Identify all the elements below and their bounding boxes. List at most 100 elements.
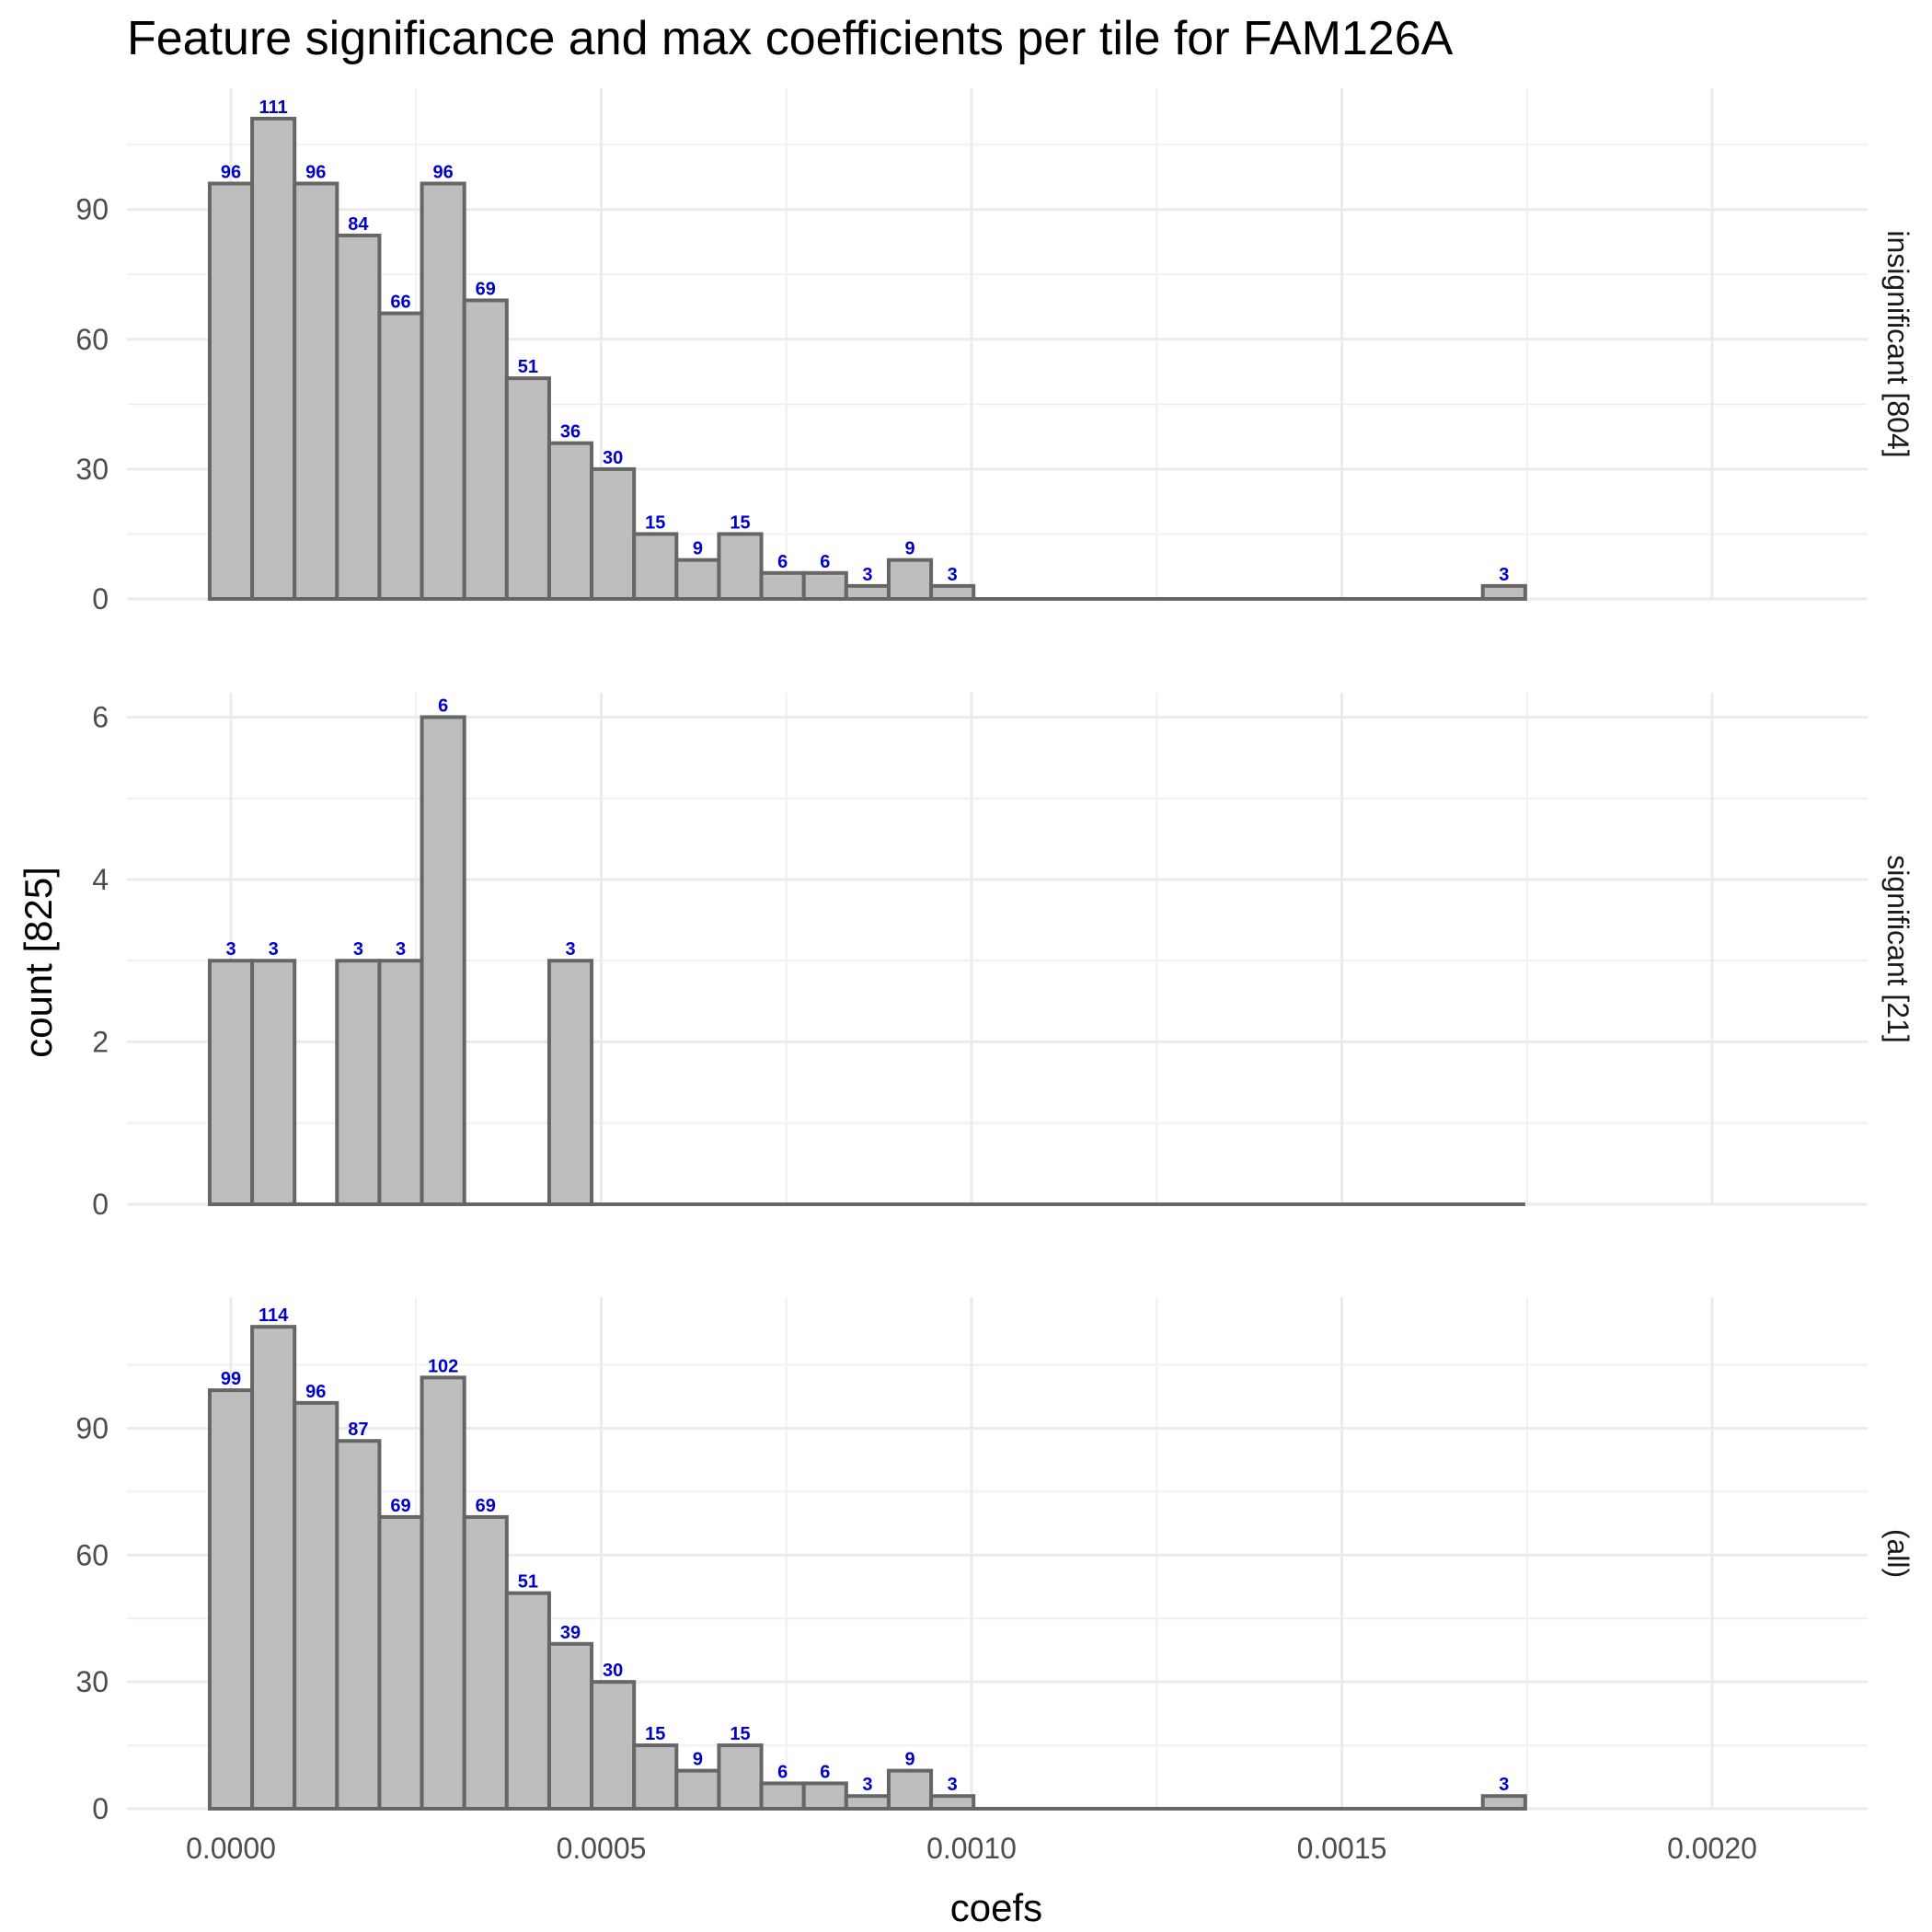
histogram-bar bbox=[250, 116, 297, 602]
bar-count-label: 87 bbox=[348, 1420, 368, 1440]
histogram-bar bbox=[546, 959, 594, 1206]
histogram-bar bbox=[590, 1680, 637, 1811]
bar-count-label: 3 bbox=[225, 939, 236, 960]
y-tick-label: 0 bbox=[92, 582, 109, 615]
histogram-bar bbox=[377, 311, 424, 601]
histogram-bar bbox=[420, 1375, 466, 1811]
y-axis-title: count [825] bbox=[17, 867, 60, 1058]
y-tick-label: 30 bbox=[75, 453, 109, 486]
y-tick-label: 60 bbox=[75, 1538, 109, 1571]
histogram-bar bbox=[717, 532, 764, 602]
histogram-bar bbox=[504, 376, 551, 601]
bar-count-label: 3 bbox=[353, 939, 363, 960]
y-tick-label: 90 bbox=[75, 193, 109, 226]
y-tick-label: 4 bbox=[92, 863, 109, 896]
facet-strip-label: (all) bbox=[1881, 1529, 1915, 1578]
bar-count-label: 114 bbox=[259, 1305, 289, 1326]
y-tick-label: 2 bbox=[92, 1025, 109, 1058]
bar-count-label: 3 bbox=[948, 565, 958, 585]
x-tick-label: 0.0000 bbox=[186, 1832, 276, 1865]
histogram-bar bbox=[844, 583, 891, 602]
histogram-bar bbox=[335, 233, 382, 601]
y-tick-label: 0 bbox=[92, 1188, 109, 1221]
histogram-bar bbox=[462, 1514, 509, 1811]
histogram-bar bbox=[886, 558, 934, 602]
histogram-bar bbox=[801, 570, 848, 602]
histogram-bar bbox=[632, 532, 679, 602]
histogram-bar bbox=[929, 1794, 976, 1811]
bar-count-label: 30 bbox=[603, 448, 623, 468]
chart-title: Feature significance and max coefficient… bbox=[127, 12, 1454, 65]
histogram-bar bbox=[462, 298, 509, 601]
histogram-bar bbox=[546, 1641, 594, 1811]
y-tick-label: 6 bbox=[92, 700, 109, 733]
bar-count-label: 3 bbox=[396, 939, 406, 960]
bar-count-label: 3 bbox=[862, 565, 872, 585]
histogram-bar bbox=[674, 558, 721, 602]
bar-count-label: 6 bbox=[820, 1762, 830, 1782]
histogram-bar bbox=[335, 959, 382, 1206]
bar-count-label: 30 bbox=[603, 1661, 623, 1681]
bar-count-label: 3 bbox=[1499, 1775, 1509, 1795]
histogram-bar bbox=[1480, 583, 1527, 602]
bar-count-label: 96 bbox=[433, 162, 454, 182]
y-tick-label: 60 bbox=[75, 323, 109, 356]
bar-count-label: 102 bbox=[428, 1356, 458, 1376]
bar-count-label: 3 bbox=[862, 1775, 872, 1795]
histogram-bar bbox=[590, 466, 637, 602]
bar-count-label: 9 bbox=[693, 539, 703, 559]
histogram-bar bbox=[207, 959, 255, 1206]
y-tick-label: 30 bbox=[75, 1665, 109, 1698]
histogram-bar bbox=[717, 1743, 764, 1811]
bar-count-label: 15 bbox=[645, 1724, 665, 1744]
histogram-bar bbox=[293, 181, 339, 601]
facet-strip-label: significant [21] bbox=[1881, 855, 1915, 1043]
histogram-bar bbox=[929, 583, 976, 602]
histogram-bar bbox=[420, 181, 466, 601]
bar-count-label: 3 bbox=[565, 939, 575, 960]
x-axis-title: coefs bbox=[950, 1886, 1042, 1929]
bar-count-label: 9 bbox=[904, 539, 914, 559]
histogram-bar bbox=[844, 1794, 891, 1811]
bar-count-label: 9 bbox=[693, 1750, 703, 1770]
histogram-bar bbox=[801, 1781, 848, 1811]
histogram-bar bbox=[377, 959, 424, 1206]
histogram-bar bbox=[420, 715, 466, 1206]
y-tick-label: 90 bbox=[75, 1411, 109, 1444]
x-tick-label: 0.0020 bbox=[1667, 1832, 1757, 1865]
histogram-bar bbox=[504, 1591, 551, 1811]
x-tick-label: 0.0015 bbox=[1297, 1832, 1387, 1865]
bar-count-label: 84 bbox=[348, 214, 369, 235]
panel-2: 0 2 4 6 3 3 3 3 6 3 significant [21] bbox=[92, 693, 1915, 1221]
bar-count-label: 51 bbox=[518, 1572, 538, 1593]
bar-count-label: 15 bbox=[645, 512, 665, 533]
histogram-bar bbox=[546, 441, 594, 602]
histogram-bar bbox=[207, 181, 255, 601]
bar-count-label: 69 bbox=[390, 1496, 410, 1516]
x-tick-label: 0.0010 bbox=[926, 1832, 1017, 1865]
histogram-bar bbox=[250, 959, 297, 1206]
bar-count-label: 96 bbox=[305, 1382, 326, 1402]
bar-count-label: 9 bbox=[904, 1750, 914, 1770]
bar-count-label: 3 bbox=[1499, 565, 1509, 585]
bar-count-label: 66 bbox=[390, 293, 410, 313]
bar-count-label: 39 bbox=[560, 1623, 581, 1643]
bar-count-label: 96 bbox=[305, 162, 326, 182]
bar-count-label: 3 bbox=[269, 939, 279, 960]
bar-count-label: 6 bbox=[777, 552, 788, 572]
bar-count-label: 6 bbox=[820, 552, 830, 572]
y-tick-label: 0 bbox=[92, 1792, 109, 1825]
histogram-bar bbox=[1480, 1794, 1527, 1811]
histogram-bar bbox=[674, 1768, 721, 1811]
histogram-bar bbox=[759, 570, 806, 602]
facet-strip-label: insignificant [804] bbox=[1881, 230, 1915, 457]
bar-count-label: 99 bbox=[221, 1369, 241, 1389]
bar-count-label: 36 bbox=[560, 422, 581, 443]
x-axis: 0.0000 0.0005 0.0010 0.0015 0.0020 bbox=[186, 1832, 1757, 1865]
bar-count-label: 6 bbox=[438, 696, 448, 716]
histogram-bar bbox=[335, 1439, 382, 1811]
histogram-bar bbox=[207, 1388, 255, 1811]
bar-count-label: 15 bbox=[730, 512, 750, 533]
